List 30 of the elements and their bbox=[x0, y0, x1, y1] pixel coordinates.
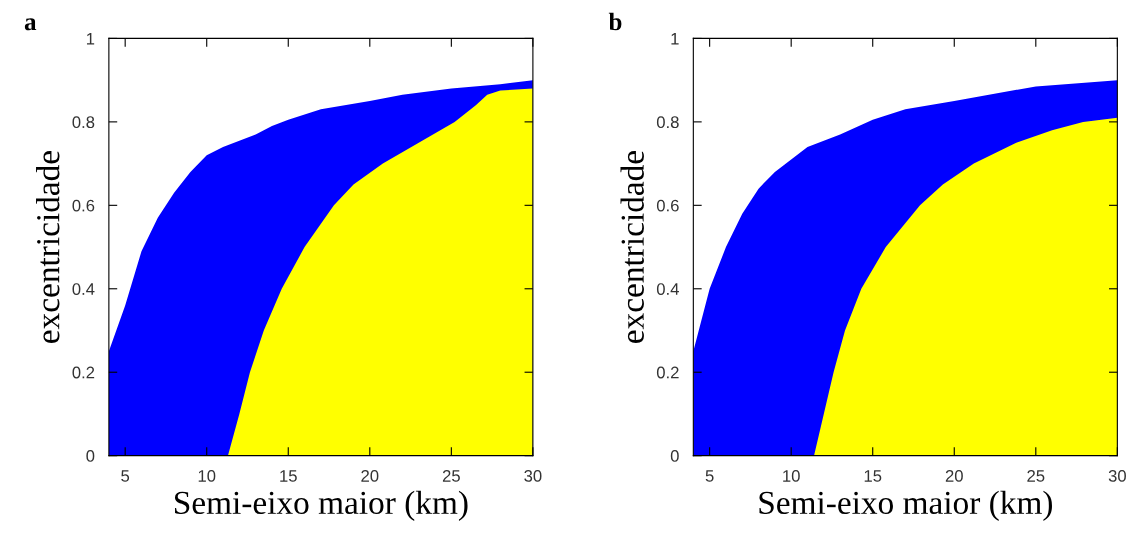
x-tick-label: 20 bbox=[945, 470, 963, 482]
y-tick-label: 0 bbox=[670, 450, 679, 462]
y-tick-label: 0.4 bbox=[656, 283, 679, 295]
x-tick-label: 5 bbox=[121, 470, 130, 482]
y-tick-label: 0.6 bbox=[656, 199, 679, 212]
y-tick-label: 0.2 bbox=[72, 366, 95, 379]
x-tick-label: 25 bbox=[1027, 470, 1045, 482]
y-tick-label: 1 bbox=[86, 33, 95, 45]
y-tick-label: 0.4 bbox=[72, 283, 95, 295]
y-axis-title: excentricidade bbox=[36, 151, 60, 343]
x-tick-label: 15 bbox=[280, 470, 297, 482]
y-tick-label: 1 bbox=[671, 33, 679, 45]
chart-title: b bbox=[608, 12, 622, 31]
x-axis-title: Semi-eixo maior (km) bbox=[175, 490, 468, 521]
x-tick-label: 20 bbox=[361, 470, 379, 482]
x-tick-label: 5 bbox=[705, 470, 714, 482]
y-axis-title: excentricidade bbox=[620, 151, 644, 343]
y-tick-label: 0 bbox=[86, 450, 95, 462]
x-axis-title: Semi-eixo maior (km) bbox=[759, 490, 1052, 521]
y-tick-label: 0.6 bbox=[72, 199, 95, 212]
x-tick-label: 25 bbox=[442, 470, 460, 482]
y-tick-label: 0.8 bbox=[656, 116, 679, 129]
x-tick-label: 10 bbox=[198, 470, 216, 482]
y-tick-label: 0.8 bbox=[72, 116, 95, 129]
chart-title: a bbox=[24, 18, 37, 31]
x-tick-label: 15 bbox=[864, 470, 882, 482]
y-tick-label: 0.2 bbox=[656, 366, 679, 379]
x-tick-label: 30 bbox=[524, 470, 542, 482]
x-tick-label: 10 bbox=[783, 470, 800, 482]
x-tick-label: 30 bbox=[1108, 470, 1126, 482]
